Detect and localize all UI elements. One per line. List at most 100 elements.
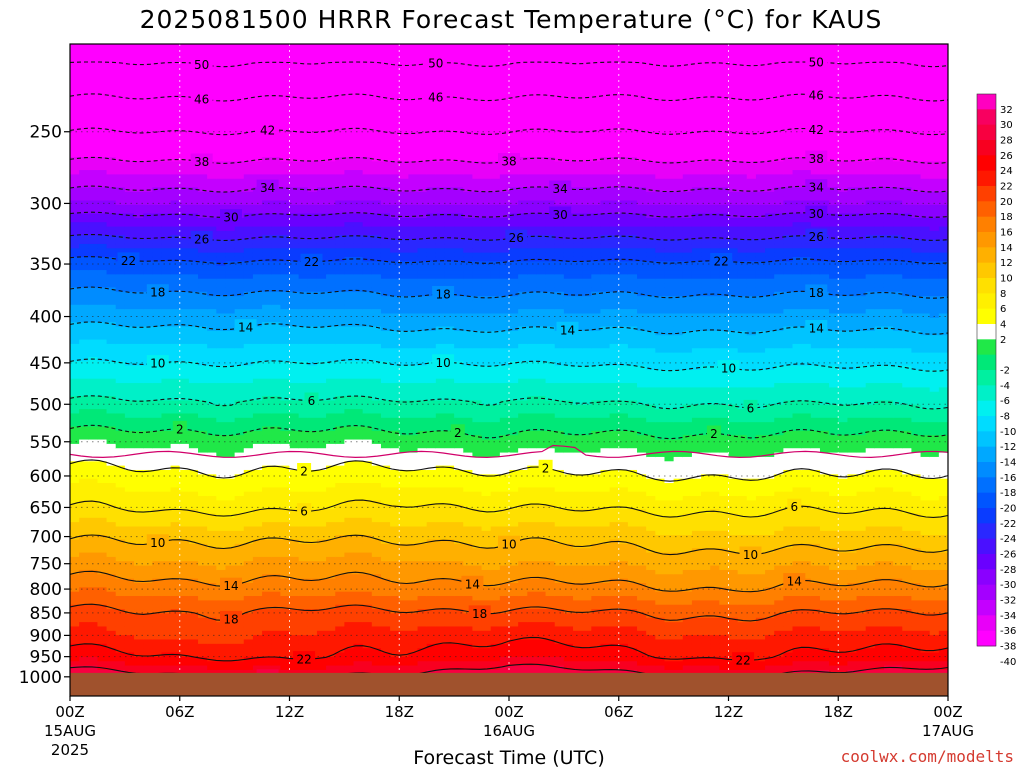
field-cell	[97, 109, 108, 115]
field-cell	[307, 465, 318, 471]
field-cell	[170, 582, 181, 588]
field-cell	[234, 565, 245, 571]
field-cell	[326, 374, 336, 380]
field-cell	[79, 665, 89, 671]
field-cell	[298, 574, 309, 580]
field-cell	[353, 304, 364, 310]
field-cell	[70, 626, 80, 632]
field-cell	[115, 48, 126, 54]
field-cell	[179, 578, 190, 584]
field-cell	[88, 117, 99, 123]
field-cell	[134, 365, 144, 371]
field-cell	[353, 509, 364, 515]
field-cell	[371, 152, 382, 158]
field-cell	[252, 348, 263, 354]
field-cell	[344, 157, 355, 162]
field-cell	[124, 435, 135, 441]
field-cell	[170, 291, 181, 297]
field-cell	[243, 352, 254, 358]
field-cell	[79, 104, 89, 110]
field-cell	[179, 343, 190, 349]
field-cell	[307, 548, 318, 554]
field-cell	[344, 270, 355, 275]
field-cell	[316, 104, 327, 110]
field-cell	[216, 430, 227, 436]
field-cell	[79, 52, 89, 58]
field-cell	[271, 587, 281, 593]
field-cell	[362, 230, 373, 236]
field-cell	[298, 613, 309, 619]
field-cell	[179, 52, 190, 58]
field-cell	[326, 496, 336, 501]
field-cell	[88, 204, 99, 210]
field-cell	[280, 74, 291, 80]
field-cell	[243, 513, 254, 519]
field-cell	[280, 600, 291, 606]
field-cell	[225, 400, 236, 406]
field-cell	[124, 117, 135, 123]
field-cell	[188, 48, 199, 54]
field-cell	[143, 626, 153, 632]
field-cell	[179, 165, 190, 171]
field-cell	[143, 378, 153, 384]
field-cell	[115, 543, 126, 549]
field-cell	[326, 100, 336, 106]
field-cell	[152, 435, 163, 441]
field-cell	[207, 635, 217, 641]
field-cell	[234, 378, 245, 384]
field-cell	[362, 352, 373, 358]
field-cell	[198, 143, 208, 149]
field-cell	[298, 74, 309, 80]
field-cell	[271, 370, 281, 375]
field-cell	[106, 126, 117, 132]
field-cell	[88, 143, 99, 149]
field-cell	[326, 569, 336, 575]
field-cell	[335, 665, 345, 671]
field-cell	[79, 591, 89, 597]
field-cell	[280, 556, 291, 562]
field-cell	[335, 165, 345, 171]
field-cell	[88, 100, 99, 106]
field-cell	[234, 469, 245, 475]
field-cell	[115, 217, 126, 223]
field-cell	[252, 70, 263, 76]
field-cell	[97, 117, 108, 123]
field-cell	[344, 309, 355, 315]
field-cell	[225, 300, 236, 306]
field-cell	[134, 300, 144, 306]
field-cell	[152, 135, 163, 141]
field-cell	[115, 643, 126, 649]
field-cell	[243, 217, 254, 223]
field-cell	[188, 552, 199, 558]
field-cell	[134, 469, 144, 475]
field-cell	[170, 183, 181, 189]
field-cell	[262, 552, 272, 558]
field-cell	[280, 217, 291, 223]
field-cell	[198, 270, 208, 275]
field-cell	[326, 265, 336, 271]
field-cell	[271, 113, 281, 119]
field-cell	[88, 365, 99, 371]
field-cell	[234, 91, 245, 97]
field-cell	[234, 165, 245, 171]
field-cell	[188, 565, 199, 571]
field-cell	[198, 643, 208, 649]
field-cell	[335, 265, 345, 271]
field-cell	[97, 622, 108, 628]
field-cell	[371, 70, 382, 76]
field-cell	[262, 456, 272, 462]
field-cell	[188, 604, 199, 610]
field-cell	[362, 469, 373, 475]
field-cell	[134, 417, 144, 423]
field-cell	[88, 135, 99, 141]
field-cell	[225, 44, 236, 49]
field-cell	[106, 48, 117, 54]
field-cell	[280, 291, 291, 297]
field-cell	[298, 491, 309, 497]
field-cell	[262, 165, 272, 171]
field-cell	[198, 574, 208, 580]
field-cell	[326, 356, 336, 362]
field-cell	[115, 591, 126, 597]
field-cell	[124, 496, 135, 501]
field-cell	[179, 335, 190, 341]
